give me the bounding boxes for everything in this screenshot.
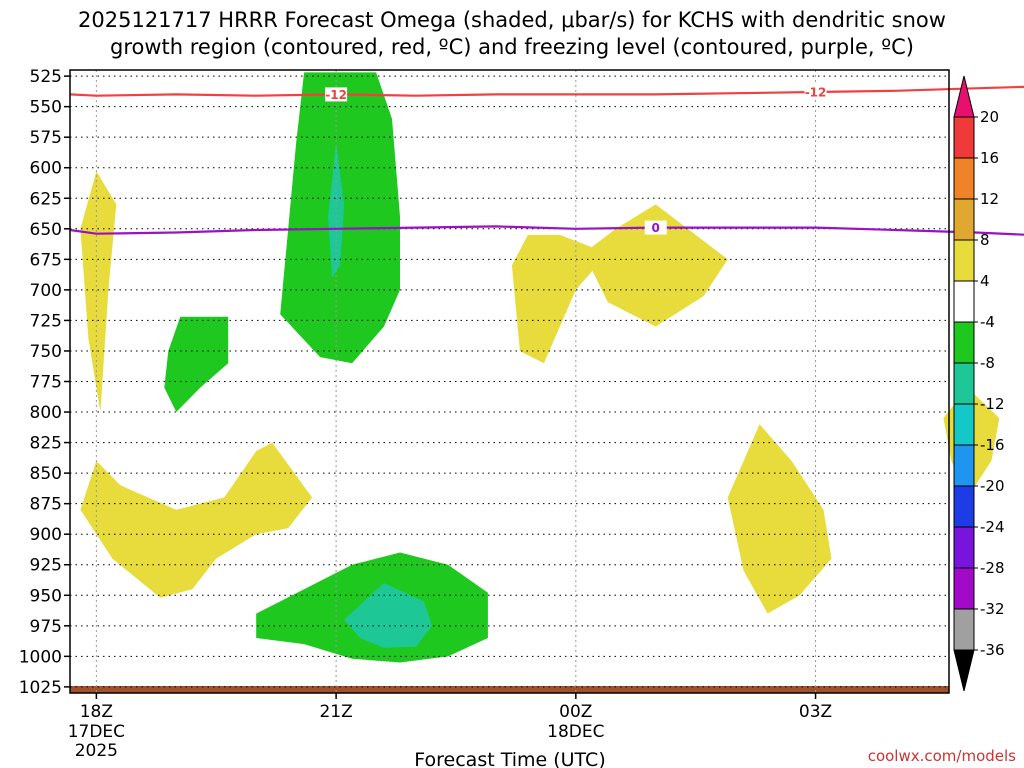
colorbar-label: -8 — [980, 354, 995, 372]
y-tick-label: 550 — [30, 98, 62, 118]
y-tick-label: 800 — [30, 403, 62, 423]
y-tick-label: 1025 — [19, 678, 62, 698]
contour-label-bg — [644, 220, 667, 235]
omega-region-omega-1930z — [511, 234, 608, 364]
colorbar-bin — [953, 157, 975, 200]
colorbar-bin — [953, 608, 975, 651]
omega-region-omega-18z-lower — [80, 442, 313, 598]
x-tick-date: 17DEC — [68, 722, 125, 742]
y-tick-label: 950 — [30, 586, 62, 606]
y-tick-label: 775 — [30, 373, 62, 393]
omega-region-omega-22z-lower-core — [344, 583, 432, 648]
colorbar-label: 12 — [980, 190, 999, 208]
y-tick-label: 750 — [30, 342, 62, 362]
contour-label: -12 — [805, 85, 827, 99]
omega-region-omega-1930z-green — [164, 316, 229, 412]
colorbar-label: -4 — [980, 313, 995, 331]
y-tick-label: 850 — [30, 464, 62, 484]
colorbar-label: -36 — [980, 641, 1005, 659]
colorbar: 20 16 12 8 4 -4 -8 -12 -16 -20 -24 -28 -32 -36 — [953, 75, 1005, 692]
x-tick-label: 21Z — [319, 702, 352, 722]
y-tick-label: 700 — [30, 281, 62, 301]
colorbar-bin — [953, 362, 975, 405]
colorbar-label: 8 — [980, 231, 990, 249]
colorbar-arrow-up — [953, 75, 975, 118]
temperature-contours: -12-1200 — [69, 84, 1024, 236]
chart-title-line1: 2025121717 HRRR Forecast Omega (shaded, … — [78, 8, 946, 32]
colorbar-label: 16 — [980, 149, 999, 167]
omega-region-omega-0130z-lower — [727, 424, 832, 614]
y-tick-label: 525 — [30, 67, 62, 87]
colorbar-bin — [953, 280, 975, 323]
x-tick-label: 03Z — [799, 702, 832, 722]
colorbar-bin — [953, 403, 975, 446]
colorbar-arrow-down — [953, 649, 975, 692]
colorbar-label: -24 — [980, 518, 1005, 536]
y-tick-label: 975 — [30, 617, 62, 637]
omega-region-omega-18z-column — [80, 171, 117, 412]
colorbar-bin — [953, 321, 975, 364]
y-tick-label: 900 — [30, 525, 62, 545]
dotted-grid — [70, 70, 949, 693]
chart-title-line2: growth region (contoured, red, ºC) and f… — [110, 35, 914, 59]
y-tick-label: 600 — [30, 159, 62, 179]
y-tick-label: 650 — [30, 220, 62, 240]
colorbar-bin — [953, 239, 975, 282]
y-tick-label: 725 — [30, 311, 62, 331]
colorbar-label: -20 — [980, 477, 1005, 495]
colorbar-bin — [953, 485, 975, 528]
contour-label-bg — [804, 84, 827, 99]
contour-freezing-level 0C — [69, 225, 1024, 236]
contour-label: -12 — [325, 88, 347, 102]
colorbar-bin — [953, 526, 975, 569]
colorbar-bin — [953, 198, 975, 241]
y-tick-label: 875 — [30, 495, 62, 515]
time-axis: 18Z17DEC202521Z00Z18DEC03Z06Z09Z — [68, 693, 832, 761]
x-tick-label: 00Z — [559, 702, 592, 722]
x-tick-date: 18DEC — [547, 722, 604, 742]
credit-text: coolwx.com/models — [868, 747, 1016, 765]
colorbar-bin — [953, 567, 975, 610]
colorbar-label: -32 — [980, 600, 1005, 618]
y-tick-label: 1000 — [19, 647, 62, 667]
contour-dendritic-snow-growth -12C — [69, 85, 1024, 97]
colorbar-label: 20 — [980, 108, 999, 126]
y-tick-label: 625 — [30, 189, 62, 209]
y-tick-label: 575 — [30, 128, 62, 148]
colorbar-label: -28 — [980, 559, 1005, 577]
y-tick-label: 925 — [30, 556, 62, 576]
ground-surface-band — [70, 686, 949, 693]
colorbar-bin — [953, 116, 975, 159]
contour-label-bg — [325, 87, 348, 102]
x-axis-label: Forecast Time (UTC) — [414, 749, 605, 768]
y-tick-label: 825 — [30, 434, 62, 454]
colorbar-bin — [953, 444, 975, 487]
contour-label: 0 — [652, 221, 660, 235]
x-tick-year: 2025 — [75, 741, 118, 761]
colorbar-label: -16 — [980, 436, 1005, 454]
y-tick-label: 675 — [30, 250, 62, 270]
pressure-axis: 525 550 575 600 625 650 675 700 725 750 775 800 825 8… — [19, 67, 70, 698]
x-tick-label: 18Z — [80, 702, 113, 722]
omega-shaded-regions — [80, 72, 1000, 663]
omega-region-omega-0030z — [583, 204, 728, 327]
colorbar-label: 4 — [980, 272, 990, 290]
colorbar-label: -12 — [980, 395, 1005, 413]
